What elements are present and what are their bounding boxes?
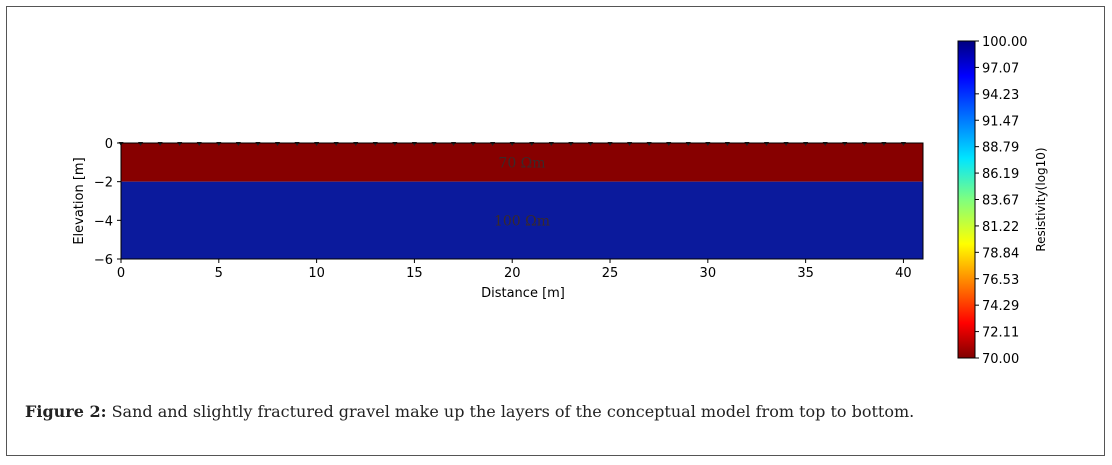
x-tick-label-0: 0 — [117, 266, 125, 281]
colorbar-label: Resistivity(log10) — [1034, 147, 1048, 251]
caption-label: Figure 2: — [25, 402, 107, 421]
caption-text: Sand and slightly fractured gravel make … — [106, 402, 915, 421]
layer-label-1: 70 Ωm — [498, 155, 545, 171]
colorbar-tick-label-11: 72.11 — [982, 326, 1019, 341]
colorbar-tick-label-2: 94.23 — [982, 88, 1019, 103]
colorbar-tick-label-7: 81.22 — [982, 220, 1019, 235]
x-tick-label-40: 40 — [895, 266, 912, 281]
layer-label-2: 100 Ωm — [494, 213, 550, 229]
colorbar-tick-label-0: 100.00 — [982, 35, 1028, 50]
colorbar-tick-label-8: 78.84 — [982, 246, 1019, 261]
colorbar-tick-label-5: 86.19 — [982, 167, 1019, 182]
y-tick-label-2: −2 — [94, 176, 113, 191]
x-tick-label-10: 10 — [308, 266, 325, 281]
colorbar-tick-label-9: 76.53 — [982, 273, 1019, 288]
y-tick-label-4: −4 — [94, 214, 113, 229]
figure-caption: Figure 2: Sand and slightly fractured gr… — [25, 402, 1085, 421]
y-axis-label: Elevation [m] — [72, 157, 87, 244]
colorbar-tick-label-4: 88.79 — [982, 141, 1019, 156]
x-tick-label-5: 5 — [215, 266, 223, 281]
x-tick-label-15: 15 — [406, 266, 423, 281]
colorbar-tick-label-3: 91.47 — [982, 114, 1019, 129]
x-tick-label-25: 25 — [602, 266, 619, 281]
x-tick-label-20: 20 — [504, 266, 521, 281]
y-tick-label-6: −6 — [94, 253, 113, 268]
colorbar-tick-label-10: 74.29 — [982, 299, 1019, 314]
plot-border — [120, 142, 924, 260]
x-axis-label: Distance [m] — [481, 286, 565, 301]
layer-1 — [121, 143, 923, 182]
layer-2 — [121, 181, 923, 259]
colorbar-tick-label-1: 97.07 — [982, 61, 1019, 76]
colorbar-gradient — [957, 40, 976, 359]
x-tick-label-30: 30 — [700, 266, 717, 281]
y-tick-label-0: 0 — [105, 137, 113, 152]
colorbar-tick-label-6: 83.67 — [982, 194, 1019, 209]
colorbar-tick-label-12: 70.00 — [982, 352, 1019, 367]
x-tick-label-35: 35 — [797, 266, 814, 281]
